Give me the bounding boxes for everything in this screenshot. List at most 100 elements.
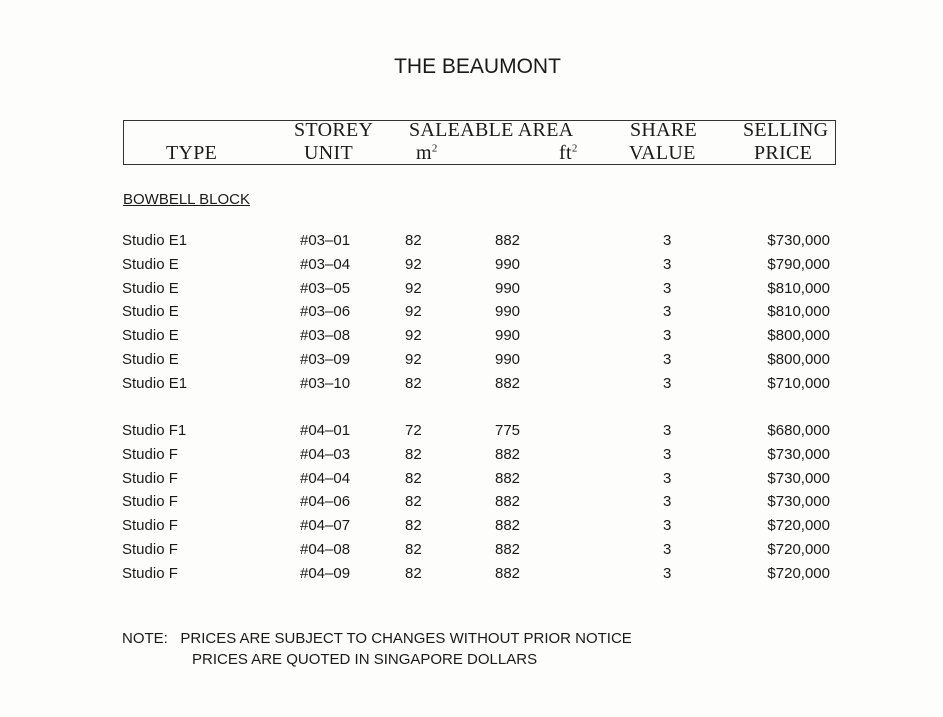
cell-share: 3 <box>663 279 672 297</box>
cell-ft2: 990 <box>495 255 521 273</box>
cell-m2: 92 <box>405 327 422 345</box>
cell-unit: #04–04 <box>300 469 351 487</box>
cell-share: 3 <box>663 564 672 582</box>
table-row: Studio F #04–07 82 882 3 $720,000 <box>0 517 943 539</box>
cell-m2: 82 <box>405 541 422 558</box>
cell-ft2: 882 <box>495 445 521 463</box>
cell-type: Studio F <box>122 564 178 582</box>
cell-m2: 82 <box>405 469 422 487</box>
cell-type: Studio E <box>122 327 179 345</box>
cell-ft2: 882 <box>495 493 521 511</box>
cell-share: 3 <box>663 517 672 535</box>
cell-unit: #04–09 <box>300 564 351 582</box>
note-line-2: PRICES ARE QUOTED IN SINGAPORE DOLLARS <box>192 651 538 668</box>
cell-price: $730,000 <box>767 445 830 463</box>
cell-share: 3 <box>663 374 672 392</box>
cell-share: 3 <box>663 327 672 345</box>
cell-share: 3 <box>663 351 672 368</box>
note-line-1: NOTE: PRICES ARE SUBJECT TO CHANGES WITH… <box>122 630 632 647</box>
table-header: TYPE STOREY UNIT SALEABLE AREA m2 ft2 SH… <box>123 119 836 165</box>
header-m2: m2 <box>416 142 438 164</box>
header-share: SHARE <box>630 119 698 141</box>
cell-ft2: 990 <box>495 351 521 368</box>
header-unit: UNIT <box>304 142 353 164</box>
cell-price: $730,000 <box>767 469 830 487</box>
cell-ft2: 882 <box>495 374 521 392</box>
cell-share: 3 <box>663 303 672 321</box>
cell-m2: 82 <box>405 445 422 463</box>
cell-type: Studio E1 <box>122 374 188 392</box>
cell-ft2: 882 <box>495 564 521 582</box>
cell-ft2: 882 <box>495 517 521 535</box>
cell-m2: 82 <box>405 374 422 392</box>
cell-ft2: 990 <box>495 327 521 345</box>
cell-type: Studio F1 <box>122 422 187 439</box>
header-storey: STOREY <box>294 119 374 141</box>
table-row: Studio E #03–09 92 990 3 $800,000 <box>0 351 943 373</box>
cell-ft2: 990 <box>495 279 521 297</box>
table-row: Studio E #03–04 92 990 3 $790,000 <box>0 256 943 278</box>
cell-unit: #04–06 <box>300 493 351 511</box>
table-row: Studio E #03–05 92 990 3 $810,000 <box>0 280 943 302</box>
cell-share: 3 <box>663 255 672 273</box>
cell-price: $730,000 <box>767 232 830 249</box>
table-row: Studio E1 #03–10 82 882 3 $710,000 <box>0 375 943 397</box>
cell-unit: #03–06 <box>300 303 351 321</box>
cell-m2: 72 <box>405 422 422 439</box>
cell-price: $720,000 <box>767 541 830 558</box>
cell-share: 3 <box>663 469 672 487</box>
cell-type: Studio F <box>122 445 178 463</box>
cell-share: 3 <box>663 541 672 558</box>
cell-ft2: 882 <box>495 232 521 249</box>
cell-m2: 82 <box>405 564 422 582</box>
cell-unit: #03–10 <box>300 374 351 392</box>
cell-price: $790,000 <box>767 255 830 273</box>
table-row: Studio F #04–06 82 882 3 $730,000 <box>0 493 943 515</box>
cell-type: Studio E <box>122 255 179 273</box>
cell-type: Studio E <box>122 279 179 297</box>
header-value: VALUE <box>629 142 696 164</box>
cell-m2: 82 <box>405 493 422 511</box>
header-saleable-area: SALEABLE AREA <box>409 119 574 141</box>
table-row: Studio F #04–03 82 882 3 $730,000 <box>0 446 943 468</box>
cell-share: 3 <box>663 232 672 249</box>
cell-price: $730,000 <box>767 493 830 511</box>
cell-type: Studio F <box>122 517 178 535</box>
table-row: Studio F #04–08 82 882 3 $720,000 <box>0 541 943 563</box>
cell-unit: #03–04 <box>300 255 351 273</box>
header-selling: SELLING <box>743 119 829 141</box>
cell-price: $720,000 <box>767 564 830 582</box>
cell-ft2: 882 <box>495 541 521 558</box>
cell-price: $720,000 <box>767 517 830 535</box>
cell-unit: #03–01 <box>300 232 351 249</box>
cell-price: $680,000 <box>767 422 830 439</box>
document-title: THE BEAUMONT <box>394 55 561 78</box>
table-row: Studio F #04–04 82 882 3 $730,000 <box>0 470 943 492</box>
block-heading: BOWBELL BLOCK <box>123 191 250 208</box>
cell-type: Studio E1 <box>122 232 188 249</box>
cell-m2: 92 <box>405 255 422 273</box>
cell-unit: #03–08 <box>300 327 351 345</box>
cell-price: $800,000 <box>767 351 830 368</box>
cell-price: $710,000 <box>767 374 830 392</box>
cell-m2: 82 <box>405 232 422 249</box>
table-row: Studio E #03–08 92 990 3 $800,000 <box>0 327 943 349</box>
table-row: Studio E1 #03–01 82 882 3 $730,000 <box>0 232 943 254</box>
cell-unit: #04–07 <box>300 517 351 535</box>
header-ft2: ft2 <box>559 142 578 164</box>
cell-share: 3 <box>663 493 672 511</box>
cell-unit: #04–03 <box>300 445 351 463</box>
cell-share: 3 <box>663 445 672 463</box>
cell-ft2: 775 <box>495 422 521 439</box>
cell-ft2: 990 <box>495 303 521 321</box>
cell-unit: #04–01 <box>300 422 351 439</box>
cell-unit: #03–05 <box>300 279 351 297</box>
cell-price: $810,000 <box>767 279 830 297</box>
cell-ft2: 882 <box>495 469 521 487</box>
note-text-1: PRICES ARE SUBJECT TO CHANGES WITHOUT PR… <box>180 630 632 647</box>
cell-type: Studio F <box>122 541 178 558</box>
cell-m2: 82 <box>405 517 422 535</box>
cell-type: Studio E <box>122 303 179 321</box>
cell-unit: #04–08 <box>300 541 351 558</box>
table-row: Studio F #04–09 82 882 3 $720,000 <box>0 565 943 587</box>
